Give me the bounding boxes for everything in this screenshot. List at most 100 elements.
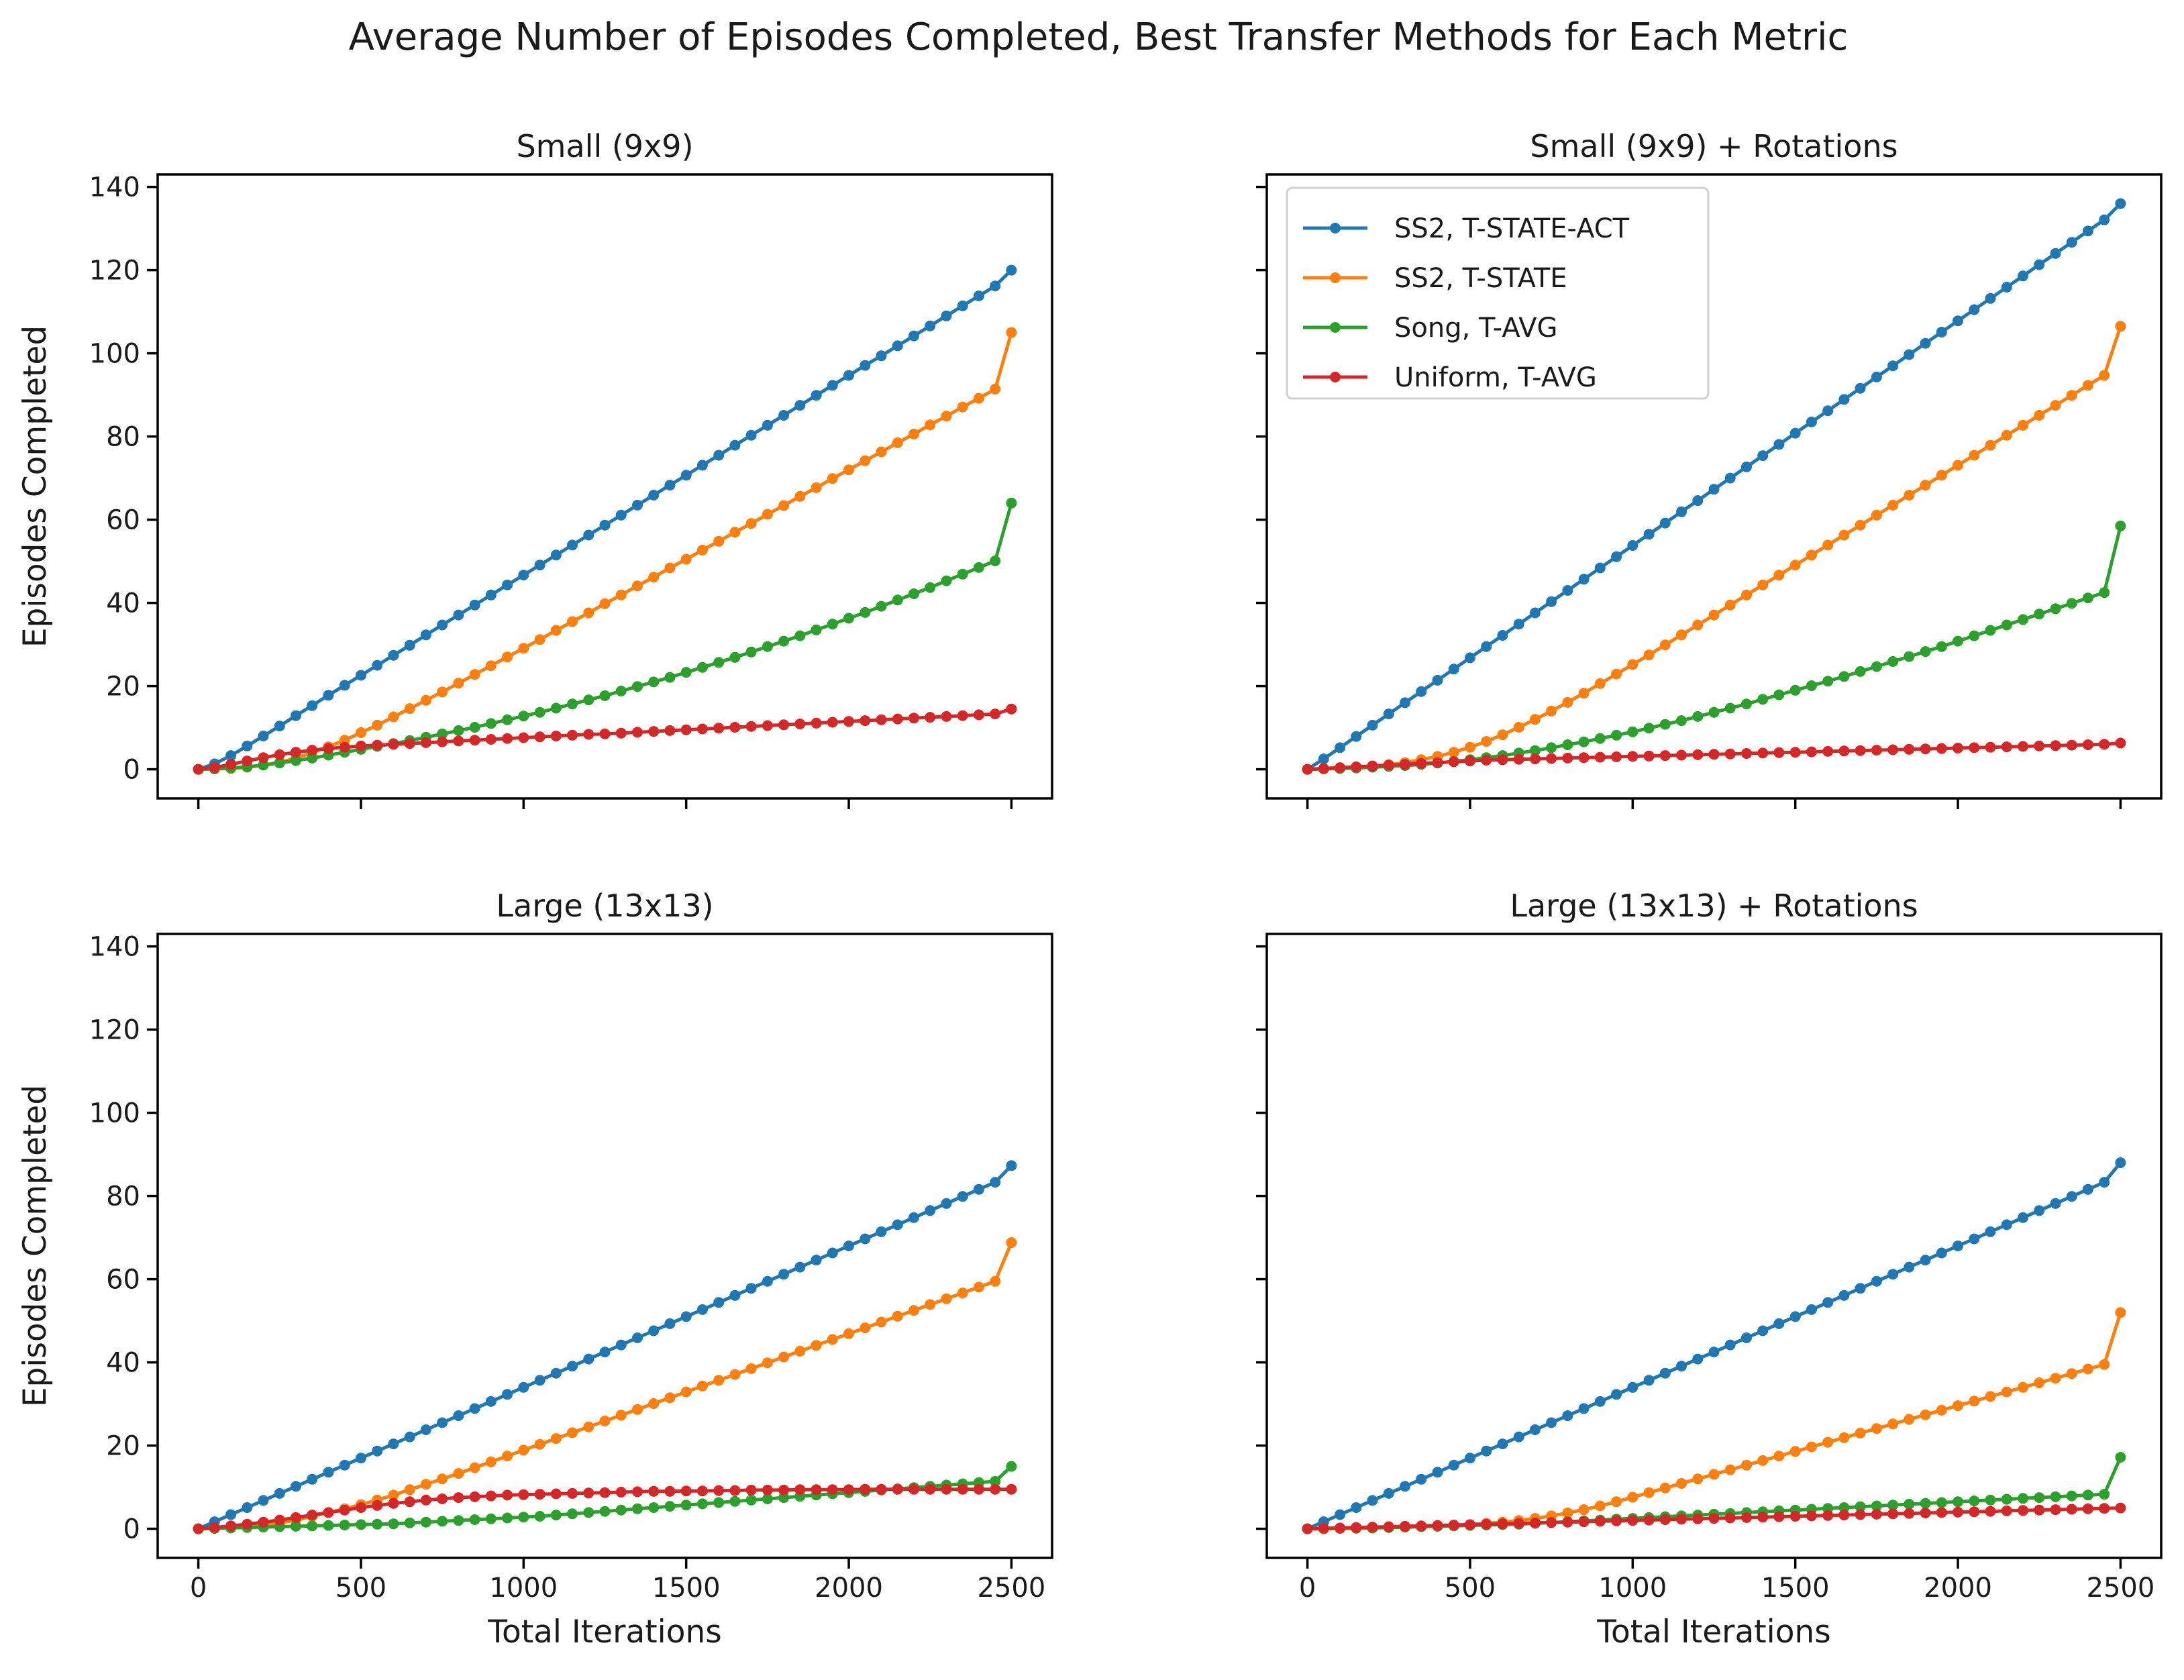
data-point [485, 1490, 497, 1502]
subplot-3: Large (13x13) 0 500 1000 1500 2000 2500 0 20 40 60… [17, 888, 1053, 1650]
data-point [1838, 1502, 1850, 1513]
data-point [2034, 740, 2045, 751]
data-point [2099, 214, 2110, 225]
data-point [892, 437, 903, 448]
data-point [1855, 666, 1866, 677]
data-point [648, 726, 660, 737]
data-point [1969, 304, 1980, 315]
data-point [615, 1339, 627, 1351]
x-tick-label: 0 [190, 1573, 207, 1604]
data-point [1578, 1403, 1590, 1414]
data-point [1757, 747, 1769, 759]
data-point [2099, 1503, 2110, 1514]
data-point [1367, 719, 1378, 731]
data-point [404, 1496, 415, 1508]
data-point [469, 722, 480, 733]
data-point [1578, 1516, 1590, 1528]
data-point [1838, 671, 1850, 682]
data-point [534, 706, 545, 718]
data-point [1741, 1512, 1752, 1523]
data-point [990, 1275, 1001, 1287]
data-point [2115, 1452, 2126, 1463]
y-axis-label: Episodes Completed [17, 1085, 54, 1407]
data-point [1887, 1269, 1899, 1280]
data-point [794, 490, 806, 502]
data-point [1724, 1339, 1736, 1351]
data-point [1838, 1290, 1850, 1301]
data-point [1562, 1516, 1573, 1528]
data-point [1724, 472, 1736, 484]
data-point [1481, 1518, 1492, 1530]
data-point [2018, 741, 2028, 752]
data-point [632, 681, 643, 692]
data-point [615, 727, 627, 739]
data-point [1985, 439, 1996, 451]
data-point [1855, 519, 1866, 531]
data-point [973, 1281, 984, 1293]
data-point [534, 634, 545, 645]
data-point [469, 735, 480, 746]
data-point [2001, 429, 2012, 441]
data-point [502, 651, 513, 663]
data-point [1481, 736, 1492, 747]
data-point [778, 410, 790, 421]
data-point [502, 733, 513, 744]
data-point [1448, 664, 1459, 675]
data-point [843, 464, 854, 476]
data-point [1789, 427, 1801, 439]
data-point [615, 1410, 627, 1421]
data-point [892, 340, 903, 352]
data-point [892, 1219, 903, 1230]
data-point [404, 1484, 415, 1495]
data-point [1627, 726, 1639, 737]
data-point [1383, 1521, 1394, 1532]
data-point [2034, 1377, 2045, 1388]
data-point [1724, 1512, 1736, 1524]
data-point [1529, 714, 1541, 725]
data-point [339, 1459, 350, 1471]
data-point [583, 1507, 594, 1518]
data-point [1773, 689, 1785, 700]
data-point [941, 711, 952, 722]
data-point [599, 728, 611, 739]
data-point [2050, 740, 2061, 751]
data-point [2115, 737, 2126, 749]
data-point [908, 428, 919, 439]
data-point [1936, 1404, 1947, 1416]
y-tick-label: 0 [123, 755, 140, 786]
data-point [1546, 596, 1557, 607]
y-tick-label: 80 [106, 1182, 140, 1212]
data-point [1594, 562, 1606, 574]
data-point [957, 710, 968, 721]
data-point [860, 455, 871, 466]
data-point [2066, 237, 2077, 248]
data-point [1855, 1501, 1866, 1512]
data-point [420, 1424, 431, 1435]
data-point [567, 1427, 578, 1438]
y-tick-label: 100 [89, 1098, 140, 1129]
data-point [1838, 394, 1850, 405]
data-point [291, 1512, 301, 1523]
data-point [2066, 1504, 2077, 1515]
data-point [1627, 751, 1639, 762]
data-point [1806, 680, 1817, 691]
legend-label: SS2, T-STATE-ACT [1394, 213, 1630, 244]
data-point [1920, 743, 1931, 755]
data-point [729, 1495, 741, 1507]
data-point [599, 1487, 611, 1498]
x-tick-label: 1500 [1761, 1573, 1830, 1604]
data-point [242, 1502, 253, 1513]
data-point [339, 1520, 350, 1530]
data-point [453, 735, 464, 747]
data-point [811, 1484, 822, 1495]
data-point [1953, 1506, 1963, 1518]
data-point [827, 1334, 838, 1345]
data-point [713, 1485, 725, 1496]
subplot-title: Small (9x9) + Rotations [1530, 128, 1897, 164]
data-point [485, 1396, 497, 1407]
data-point [957, 1288, 968, 1299]
data-point [2115, 321, 2126, 332]
data-point [420, 1494, 431, 1506]
data-point [291, 1481, 301, 1492]
data-point [388, 1518, 399, 1530]
